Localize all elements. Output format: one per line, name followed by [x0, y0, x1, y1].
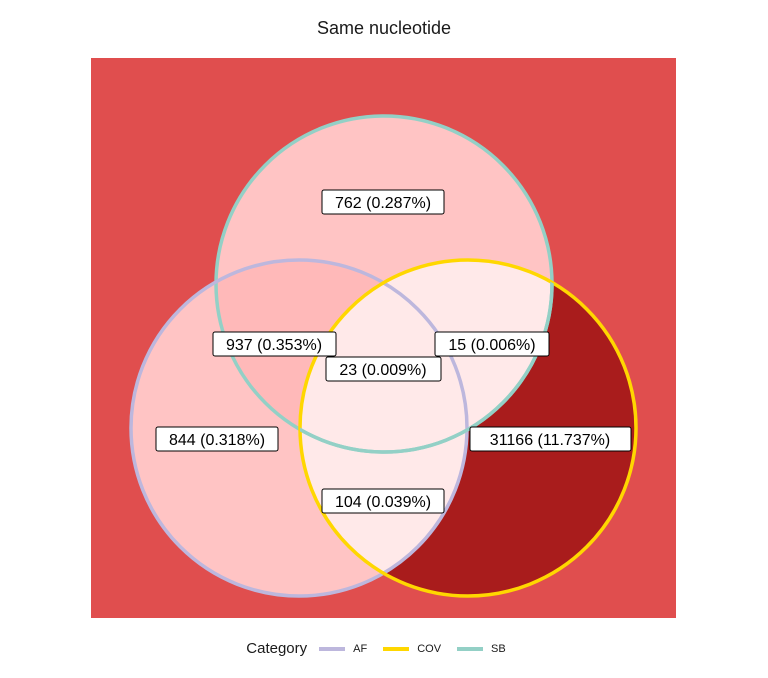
label-af-cov: 104 (0.039%): [321, 488, 445, 514]
label-text: 762 (0.287%): [335, 195, 431, 212]
legend-item-cov: COV: [383, 643, 441, 655]
legend-label: SB: [491, 642, 506, 655]
label-box: [321, 488, 445, 514]
label-sb-cov: 15 (0.006%): [434, 331, 550, 357]
label-box: [434, 331, 550, 357]
label-box: [325, 356, 442, 382]
legend-swatch: [319, 646, 346, 651]
label-text: 15 (0.006%): [448, 337, 535, 354]
label-all-three: 23 (0.009%): [325, 356, 442, 382]
legend-item-sb: SB: [457, 643, 506, 655]
legend-item-af: AF: [319, 643, 367, 655]
label-af-sb: 937 (0.353%): [212, 331, 337, 357]
af-circle-outline: [129, 258, 469, 598]
label-text: 937 (0.353%): [226, 337, 322, 354]
legend-title: Category: [246, 640, 308, 657]
label-cov-only: 31166 (11.737%): [469, 426, 632, 452]
label-text: 23 (0.009%): [339, 362, 426, 379]
label-box: [155, 426, 279, 452]
legend-swatch: [457, 646, 484, 651]
label-af-only: 844 (0.318%): [155, 426, 279, 452]
label-text: 844 (0.318%): [169, 432, 265, 449]
label-box: [321, 189, 445, 215]
label-text: 104 (0.039%): [335, 494, 431, 511]
label-text: 31166 (11.737%): [490, 432, 610, 449]
legend: Category AF COV SB: [0, 640, 768, 657]
chart-title: Same nucleotide: [316, 18, 452, 38]
legend-label: AF: [353, 642, 368, 655]
legend-swatch: [383, 646, 410, 651]
label-sb-only: 762 (0.287%): [321, 189, 445, 215]
legend-label: COV: [417, 642, 442, 655]
sb-circle-outline-top: [300, 260, 554, 454]
label-box: [212, 331, 337, 357]
label-box: [469, 426, 632, 452]
